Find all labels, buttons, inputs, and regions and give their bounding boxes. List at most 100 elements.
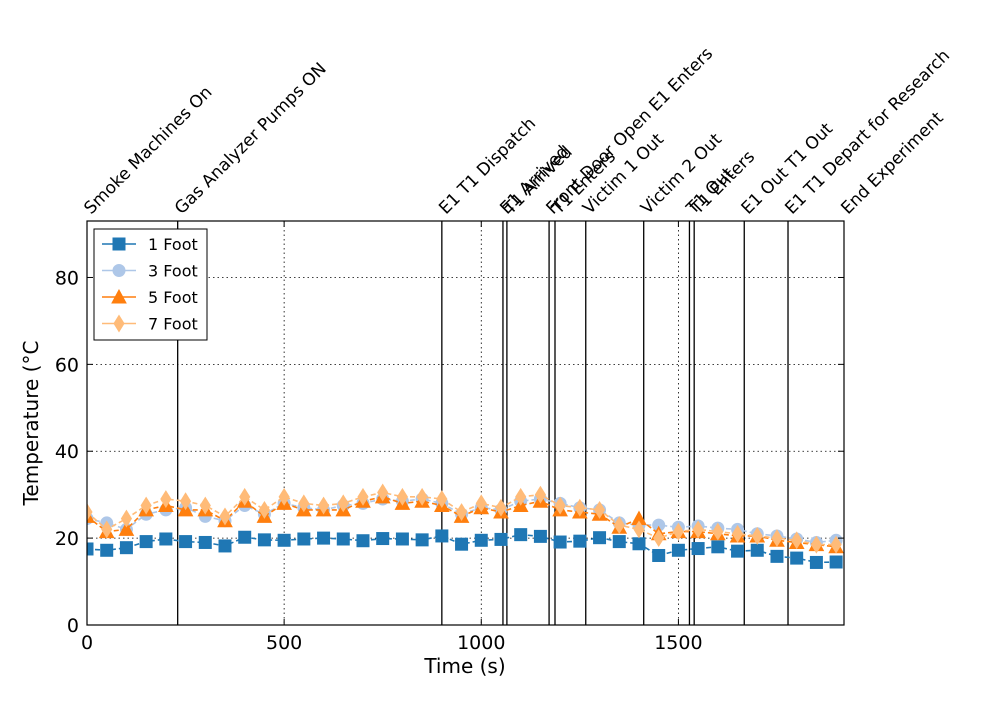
legend-marker — [112, 237, 126, 251]
data-point — [770, 549, 784, 563]
legend-marker — [111, 288, 127, 304]
data-point — [357, 487, 369, 506]
series-line — [87, 491, 837, 546]
data-point — [139, 535, 153, 549]
data-point — [298, 494, 310, 513]
data-point — [810, 535, 822, 554]
y-tick-label: 40 — [55, 441, 79, 463]
data-point — [791, 531, 803, 550]
data-point — [613, 516, 625, 535]
data-point — [160, 490, 172, 508]
data-point — [118, 521, 135, 536]
data-point — [593, 531, 607, 545]
data-point — [495, 498, 507, 517]
legend-label: 1 Foot — [148, 235, 198, 254]
x-tick-label: 1000 — [457, 632, 505, 654]
data-point — [101, 520, 113, 539]
data-point — [612, 535, 626, 549]
data-point — [691, 542, 705, 556]
data-point — [87, 542, 94, 556]
x-tick-label: 1500 — [654, 632, 702, 654]
data-point — [100, 543, 114, 557]
legend-label: 5 Foot — [148, 288, 198, 307]
data-point — [416, 487, 428, 506]
data-point — [751, 527, 763, 545]
legend-entry: 7 Foot — [102, 315, 198, 334]
data-point — [554, 496, 566, 515]
data-point — [87, 508, 95, 523]
data-point — [435, 529, 449, 543]
data-point — [297, 532, 311, 546]
legend-entry: 1 Foot — [102, 235, 198, 254]
data-point — [515, 487, 527, 506]
x-axis-label: Time (s) — [423, 654, 505, 678]
data-point — [711, 540, 725, 554]
data-point — [238, 530, 252, 544]
legend: 1 Foot 3 Foot 5 Foot 7 Foot — [93, 228, 208, 341]
y-tick-label: 0 — [67, 615, 79, 637]
data-point — [652, 548, 666, 562]
data-point — [790, 551, 804, 565]
x-tick-label: 0 — [81, 632, 93, 654]
data-point — [87, 503, 93, 521]
data-point — [277, 533, 291, 547]
data-point — [356, 534, 370, 548]
data-point — [317, 531, 331, 545]
data-point — [553, 535, 567, 549]
series-layer — [87, 483, 844, 569]
data-point — [337, 494, 349, 513]
data-point — [653, 529, 665, 548]
data-point — [258, 500, 271, 519]
data-point — [830, 535, 842, 554]
legend-entry: 3 Foot — [102, 262, 198, 281]
data-point — [179, 492, 192, 511]
data-point — [218, 539, 232, 553]
data-point — [436, 490, 448, 508]
data-point — [336, 532, 350, 546]
data-point — [455, 503, 468, 521]
data-point — [494, 532, 508, 546]
data-point — [455, 537, 469, 551]
data-point — [120, 509, 133, 528]
legend-marker — [113, 314, 125, 333]
data-point — [829, 555, 843, 569]
data-point — [119, 541, 133, 555]
data-point — [692, 520, 704, 539]
data-point — [671, 543, 685, 557]
data-point — [593, 500, 606, 519]
data-point — [712, 522, 724, 541]
data-point — [771, 529, 783, 548]
axes: 0 500 1000 1500 0 20 40 60 80 — [55, 221, 844, 654]
data-point — [198, 535, 212, 549]
data-point — [809, 555, 823, 569]
data-point — [632, 537, 646, 551]
data-point — [573, 534, 587, 548]
y-tick-label: 20 — [55, 528, 79, 550]
data-point — [257, 533, 271, 547]
legend-entry: 5 Foot — [102, 288, 198, 307]
y-tick-label: 60 — [55, 354, 79, 376]
y-tick-label: 80 — [55, 267, 79, 289]
data-point — [574, 498, 586, 517]
event-label: End Experiment — [837, 108, 947, 218]
data-point — [396, 487, 409, 506]
data-point — [239, 487, 251, 506]
plot-frame — [86, 220, 845, 626]
data-point — [534, 485, 547, 504]
data-point — [199, 496, 211, 515]
data-point — [140, 496, 152, 515]
data-point — [376, 532, 390, 546]
data-point — [395, 532, 409, 546]
data-point — [731, 524, 744, 543]
event-lines — [177, 221, 789, 625]
x-tick-label: 500 — [266, 632, 302, 654]
data-point — [514, 528, 528, 542]
y-axis-label: Temperature (°C — [19, 341, 43, 507]
legend-marker — [112, 264, 126, 277]
series-4 — [87, 483, 842, 554]
series-1 — [87, 528, 843, 569]
plot-background — [87, 221, 844, 625]
legend-label: 3 Foot — [148, 262, 198, 281]
